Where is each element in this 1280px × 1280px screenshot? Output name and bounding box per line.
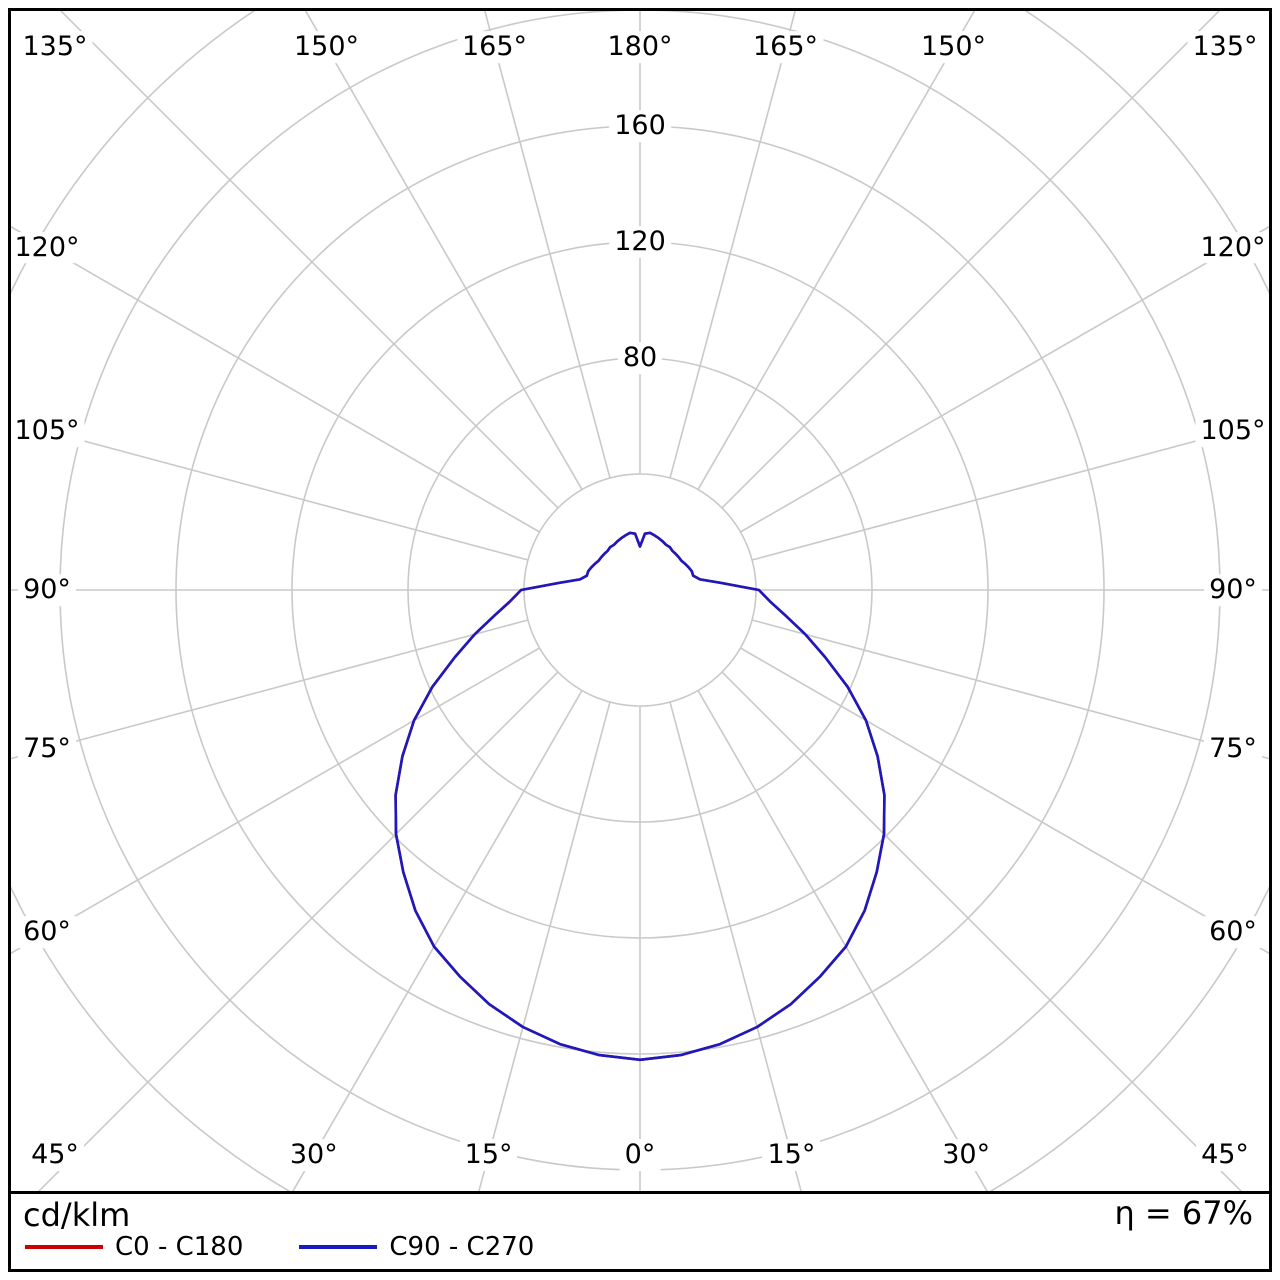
legend-item-c90-c270: C90 - C270 xyxy=(299,1232,534,1262)
grid-spoke xyxy=(11,225,540,533)
legend-label-c90-c270: C90 - C270 xyxy=(389,1232,535,1262)
grid-spoke xyxy=(11,619,529,760)
grid-spoke xyxy=(484,11,611,479)
grid-spoke xyxy=(669,11,796,479)
grid-spoke xyxy=(59,11,559,509)
grid-spoke xyxy=(478,701,611,1191)
c0-c180-line-swatch xyxy=(25,1245,103,1249)
grid-spoke xyxy=(740,647,1269,955)
grid-spoke xyxy=(721,671,1243,1191)
grid-spoke xyxy=(697,11,976,490)
grid-spoke xyxy=(11,647,540,955)
grid-spoke xyxy=(304,11,583,490)
grid-spoke xyxy=(740,225,1269,533)
grid-spoke xyxy=(751,420,1269,561)
grid-spoke xyxy=(11,420,529,561)
c90-c270-line-swatch xyxy=(299,1245,378,1249)
polar-plot-area: 80 120 160 165° 150° 135° 120° 105° 90° 75° 60° 45°… xyxy=(11,11,1269,1194)
curve-c90-c270 xyxy=(394,531,886,1062)
efficiency-value: η = 67% xyxy=(1114,1194,1253,1232)
legend-item-c0-c180: C0 - C180 xyxy=(25,1232,243,1262)
diagram-frame: 80 120 160 165° 150° 135° 120° 105° 90° 75° 60° 45°… xyxy=(8,8,1272,1272)
grid-spoke xyxy=(721,11,1221,509)
legend-label-c0-c180: C0 - C180 xyxy=(115,1232,244,1262)
grid-spoke xyxy=(669,701,802,1191)
legend-items: C0 - C180 C90 - C270 xyxy=(25,1232,534,1262)
polar-grid-and-curves xyxy=(11,11,1269,1191)
grid-ring xyxy=(523,473,757,707)
legend: cd/klm η = 67% C0 - C180 C90 - C270 xyxy=(11,1194,1269,1266)
units-label: cd/klm xyxy=(23,1196,131,1234)
grid-spoke xyxy=(37,671,559,1191)
grid-spoke xyxy=(697,690,988,1191)
grid-spoke xyxy=(751,619,1269,760)
grid-spoke xyxy=(292,690,583,1191)
